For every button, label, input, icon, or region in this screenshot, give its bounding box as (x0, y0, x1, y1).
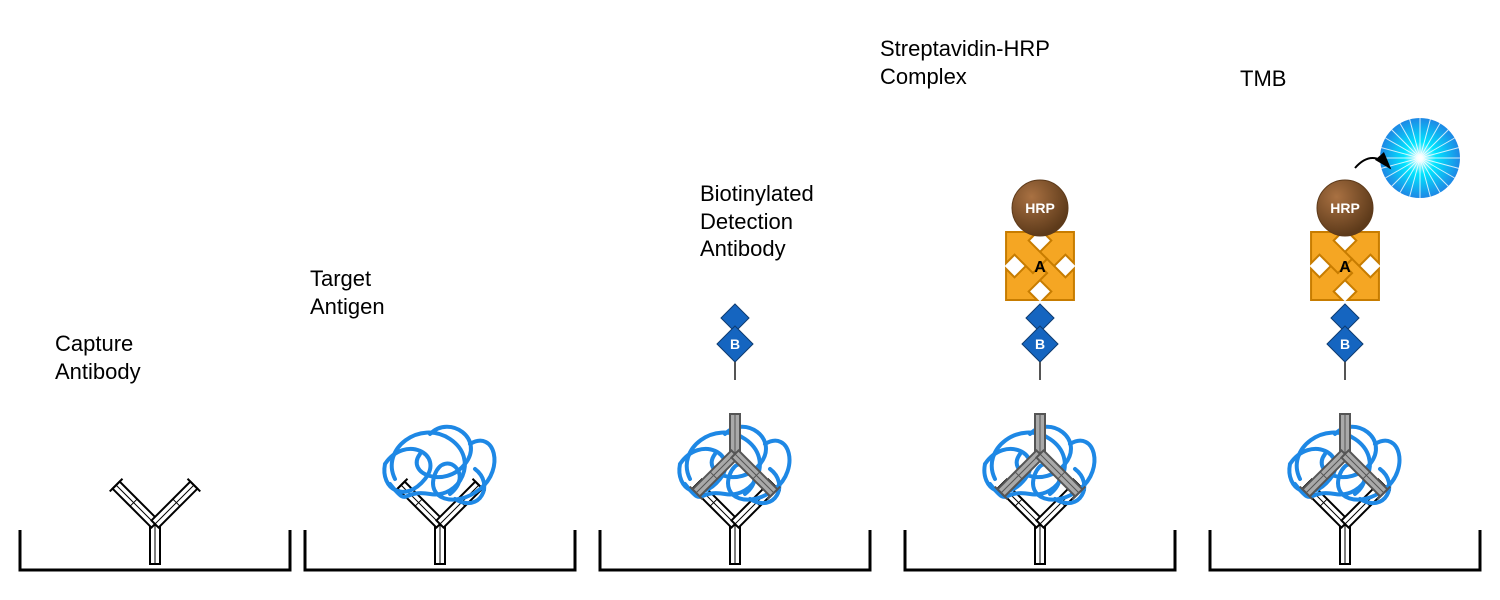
panel-2: Target Antigen (300, 0, 580, 600)
panel-1: Capture Antibody (15, 0, 295, 600)
panel-4: BAHRPStreptavidin-HRP Complex (890, 0, 1190, 600)
svg-text:B: B (1035, 336, 1045, 352)
svg-text:B: B (730, 336, 740, 352)
label-biot_detect: Biotinylated Detection Antibody (700, 180, 814, 263)
label-antigen: Target Antigen (310, 265, 385, 320)
svg-text:A: A (1034, 259, 1046, 276)
svg-text:HRP: HRP (1025, 200, 1055, 216)
svg-text:HRP: HRP (1330, 200, 1360, 216)
panel-5: B A HRP TMB (1195, 0, 1495, 600)
label-tmb: TMB (1240, 65, 1286, 93)
label-strep_hrp: Streptavidin-HRP Complex (880, 35, 1050, 90)
label-capture: Capture Antibody (55, 330, 141, 385)
panel-3: B Biotinylated Detection Antibody (585, 0, 885, 600)
svg-text:A: A (1339, 259, 1351, 276)
svg-text:B: B (1340, 336, 1350, 352)
